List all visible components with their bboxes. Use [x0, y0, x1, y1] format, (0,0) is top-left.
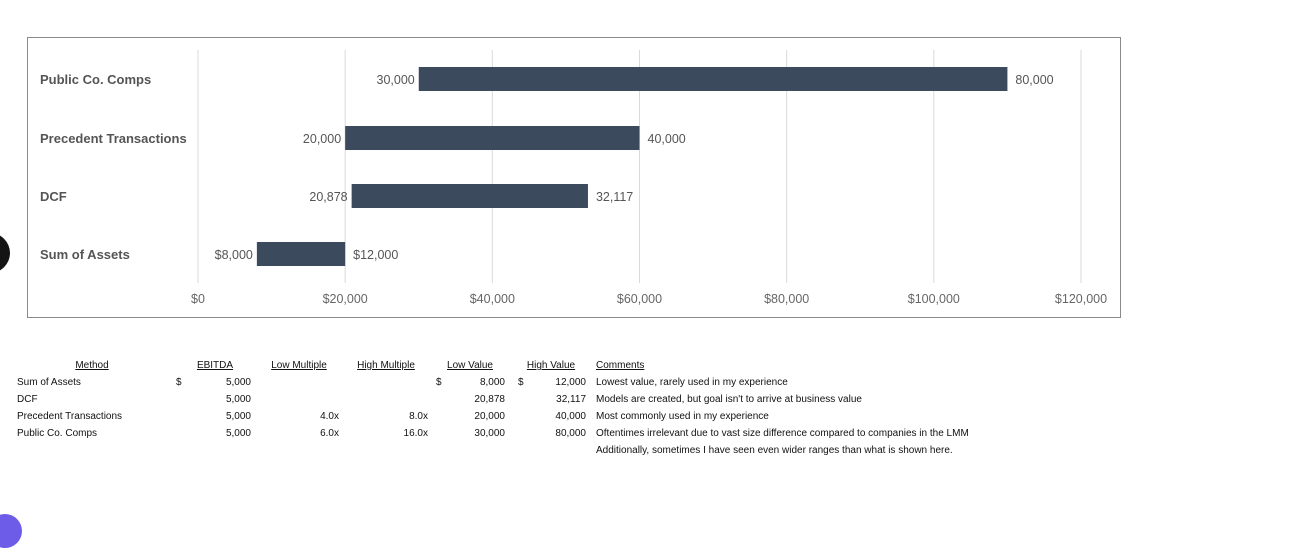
row-method: Public Co. Comps: [17, 428, 98, 439]
row-ebitda: 5,000: [225, 428, 251, 439]
row-low-value: 20,000: [474, 411, 505, 422]
category-label: Precedent Transactions: [40, 131, 187, 146]
row-low-value: 20,878: [474, 394, 505, 405]
row-comment: Lowest value, rarely used in my experien…: [596, 377, 788, 388]
row-high-value-currency: $: [518, 377, 524, 388]
range-bar: [345, 126, 640, 150]
row-high-multiple: 8.0x: [409, 411, 428, 422]
row-comment: Oftentimes irrelevant due to vast size d…: [596, 428, 969, 439]
high-value-label: 40,000: [648, 132, 686, 146]
row-high-value: 80,000: [555, 428, 586, 439]
row-low-multiple: 6.0x: [320, 428, 339, 439]
row-low-value: 8,000: [479, 377, 505, 388]
low-value-label: 20,000: [303, 132, 341, 146]
header-high-multiple: High Multiple: [357, 360, 415, 371]
overlay-circle-purple[interactable]: [0, 514, 22, 548]
row-ebitda: 5,000: [225, 377, 251, 388]
row-low-value-currency: $: [436, 377, 442, 388]
row-ebitda: 5,000: [225, 411, 251, 422]
header-high-value: High Value: [526, 360, 576, 371]
category-label: DCF: [40, 189, 67, 204]
x-tick-label: $40,000: [470, 292, 515, 306]
high-value-label: 80,000: [1015, 73, 1053, 87]
row-ebitda: 5,000: [225, 394, 251, 405]
row-method: Precedent Transactions: [17, 411, 123, 422]
header-ebitda: EBITDA: [196, 360, 234, 371]
range-bar: [351, 184, 588, 208]
category-label: Sum of Assets: [40, 247, 130, 262]
header-method: Method: [75, 360, 109, 371]
category-label: Public Co. Comps: [40, 72, 151, 87]
header-low-multiple: Low Multiple: [271, 360, 327, 371]
x-tick-label: $120,000: [1055, 292, 1107, 306]
row-method: Sum of Assets: [17, 377, 81, 388]
x-tick-label: $60,000: [617, 292, 662, 306]
low-value-label: $8,000: [215, 248, 253, 262]
chart-canvas: $0 $20,000 $40,000 $60,000 $80,000 $100,000 $1…: [40, 50, 1107, 306]
row-low-multiple: 4.0x: [320, 411, 339, 422]
high-value-label: 32,117: [596, 190, 633, 204]
row-comment: Models are created, but goal isn't to ar…: [596, 394, 862, 405]
high-value-label: $12,000: [353, 248, 398, 262]
range-bar: [418, 67, 1008, 91]
football-field-chart: $0 $20,000 $40,000 $60,000 $80,000 $100,000 $1…: [27, 37, 1121, 318]
low-value-label: 20,878: [309, 190, 347, 204]
header-low-value: Low Value: [447, 360, 493, 371]
row-high-value: 12,000: [555, 377, 586, 388]
x-tick-label: $0: [191, 292, 205, 306]
x-tick-label: $20,000: [323, 292, 368, 306]
row-ebitda-currency: $: [176, 377, 182, 388]
row-high-value: 40,000: [555, 411, 586, 422]
row-low-value: 30,000: [474, 428, 505, 439]
extra-comment: Additionally, sometimes I have seen even…: [596, 445, 953, 456]
low-value-label: 30,000: [377, 73, 415, 87]
row-high-value: 32,117: [556, 394, 586, 405]
x-tick-label: $100,000: [908, 292, 960, 306]
row-comment: Most commonly used in my experience: [596, 411, 769, 422]
row-method: DCF: [17, 394, 38, 405]
header-comments: Comments: [596, 360, 645, 371]
x-tick-label: $80,000: [764, 292, 809, 306]
range-bar: [256, 242, 346, 266]
overlay-circle-dark[interactable]: [0, 233, 10, 273]
row-high-multiple: 16.0x: [403, 428, 428, 439]
